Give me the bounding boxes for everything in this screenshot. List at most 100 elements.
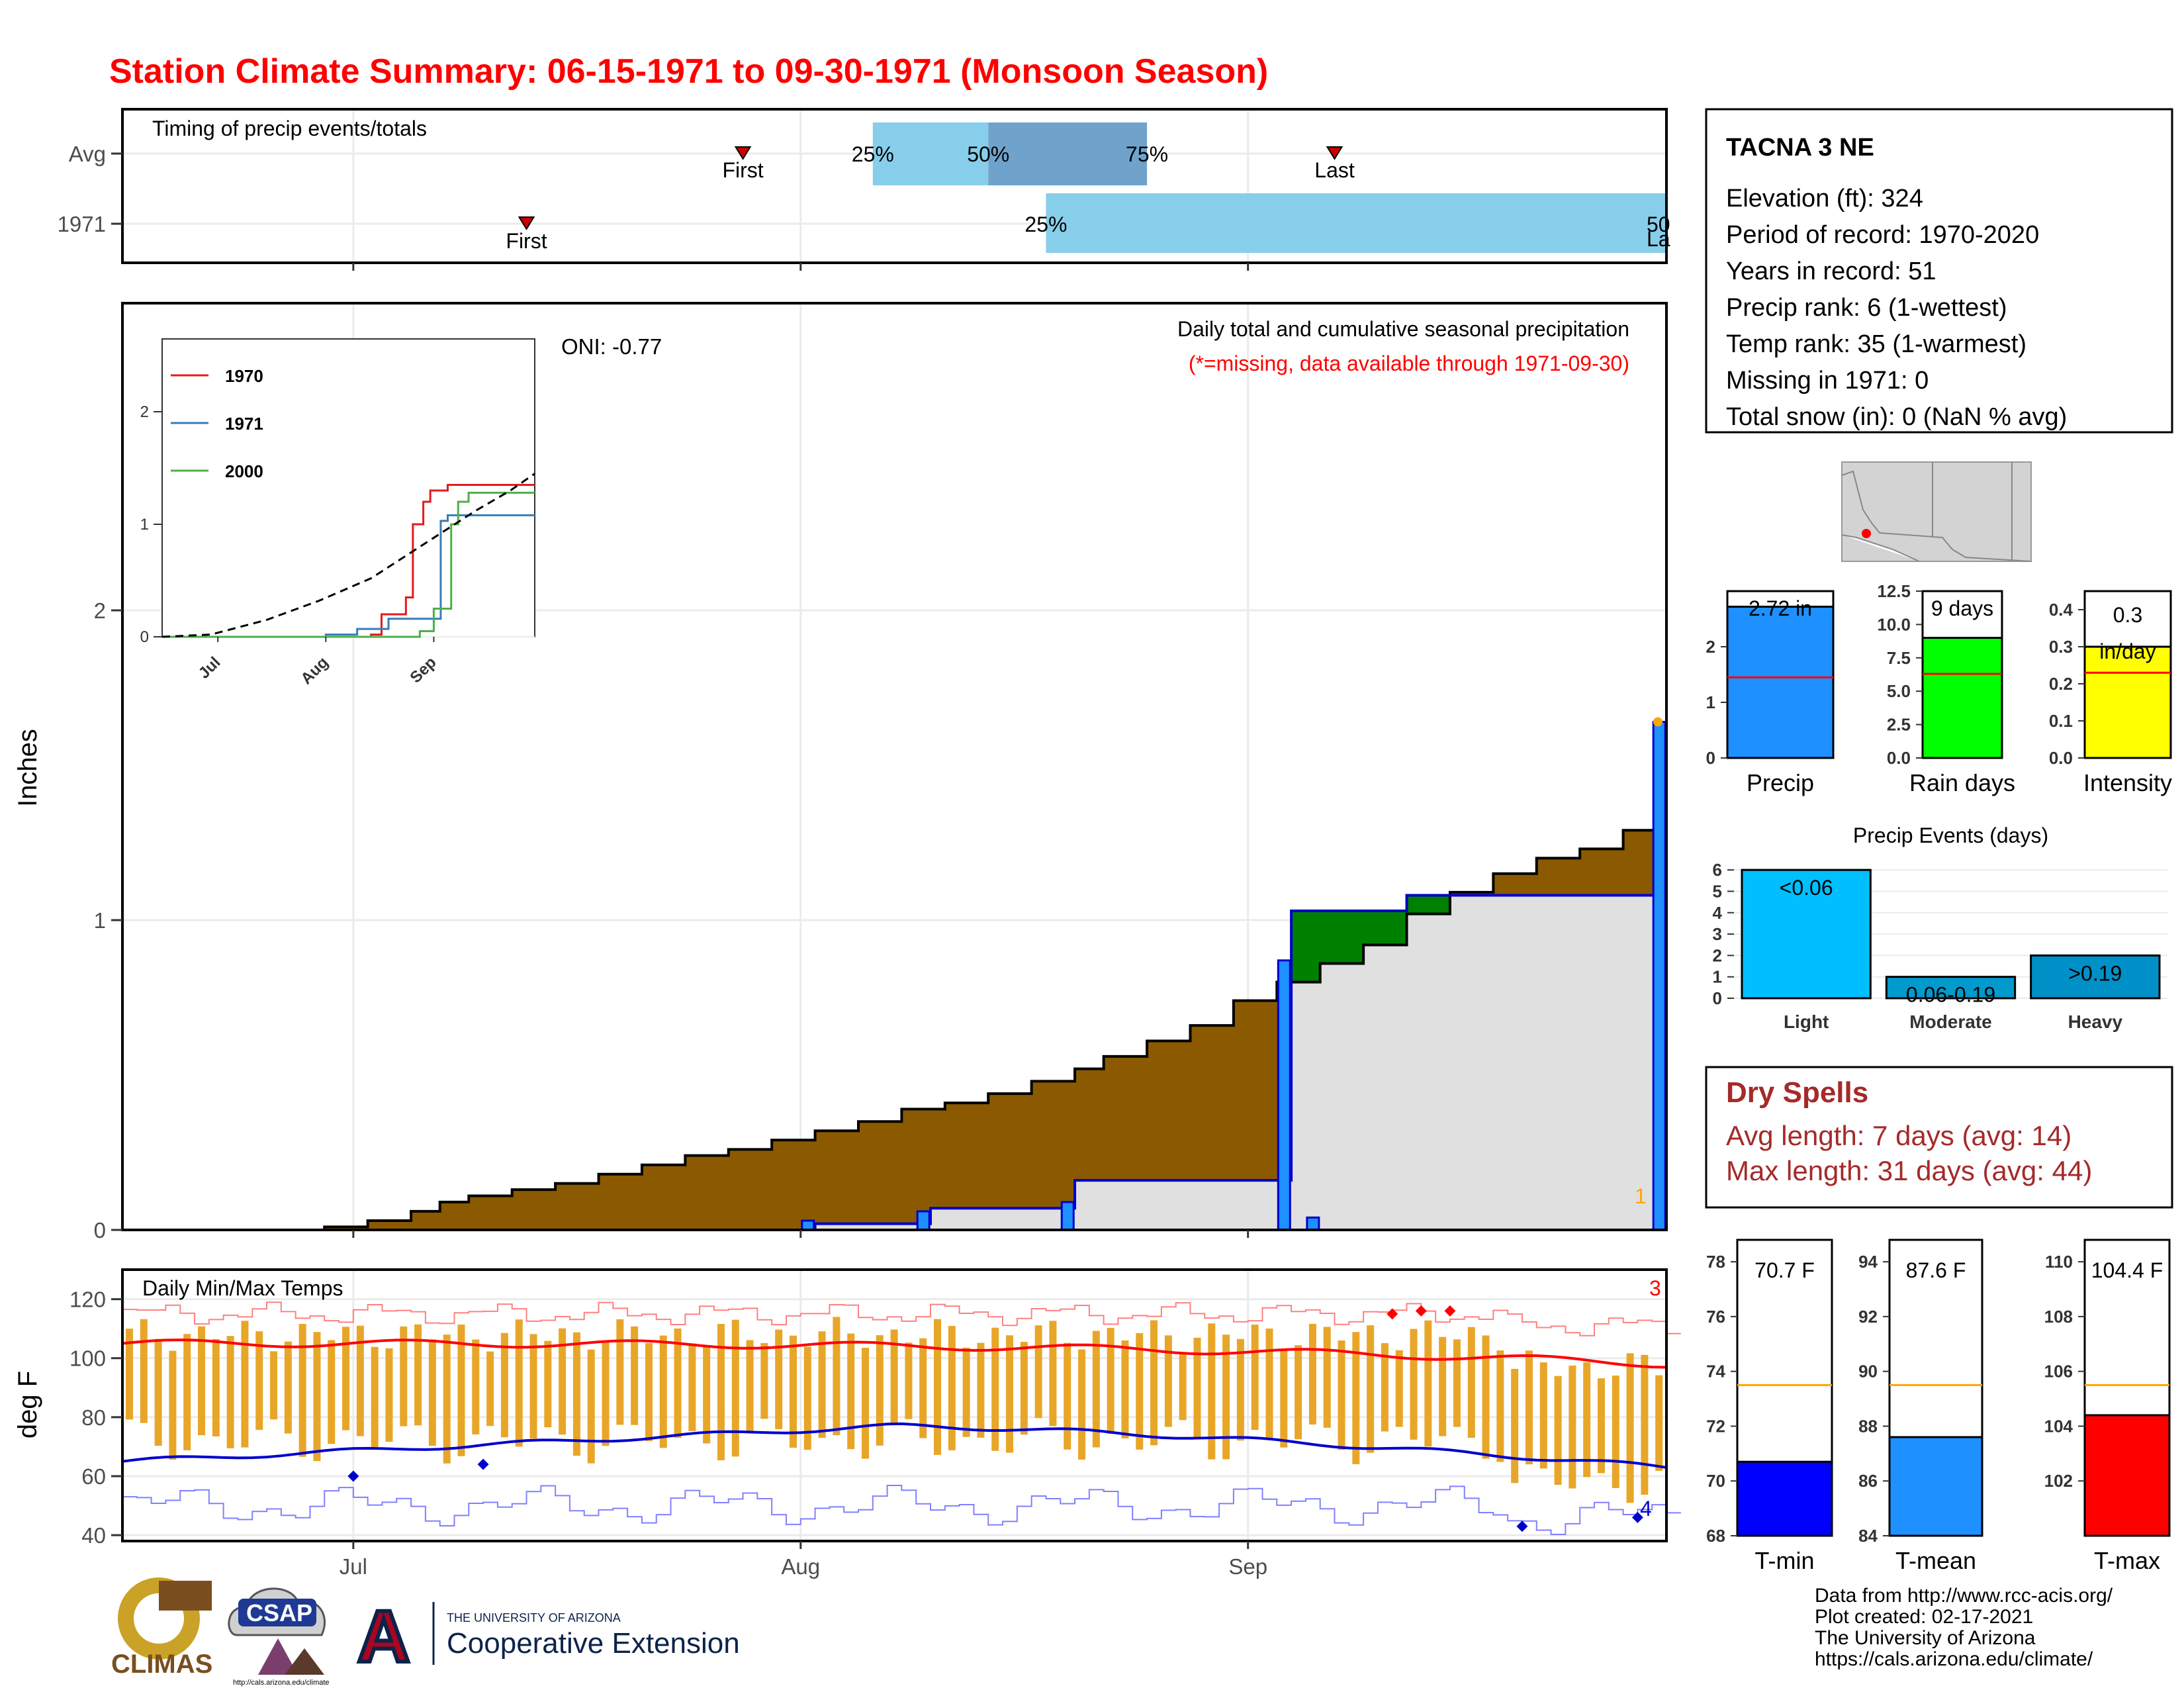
events-category-light: Light xyxy=(1784,1011,1829,1032)
temp-daily-bar-102 xyxy=(1597,1378,1605,1474)
precip-annotation-title: Daily total and cumulative seasonal prec… xyxy=(1177,317,1629,341)
missing-count-label: 1 xyxy=(1635,1184,1647,1208)
precip_total-ytick-label-2: 2 xyxy=(1706,637,1715,657)
inset-legend-label-1971: 1971 xyxy=(225,414,263,434)
avg-25-50-bar xyxy=(872,122,989,185)
station-precip-rank: Precip rank: 6 (1-wettest) xyxy=(1726,294,2007,322)
record-high-marker-2 xyxy=(1444,1305,1456,1317)
temp-daily-bar-50 xyxy=(847,1333,855,1450)
record-high-line xyxy=(122,1301,1681,1336)
temp-daily-bar-40 xyxy=(703,1346,711,1444)
temp-daily-bar-62 xyxy=(1020,1342,1028,1435)
events-ytick-label-0: 0 xyxy=(1713,988,1722,1008)
temp-daily-bar-12 xyxy=(298,1323,306,1457)
temp-daily-bar-106 xyxy=(1655,1375,1663,1471)
temp-daily-bar-21 xyxy=(428,1339,436,1446)
daily-precip-bar-1 xyxy=(916,1210,931,1231)
temp-daily-bar-53 xyxy=(890,1329,898,1423)
temp-daily-bar-14 xyxy=(328,1340,336,1444)
temp-border xyxy=(121,1268,1668,1542)
temp-daily-bar-51 xyxy=(861,1348,869,1459)
climas-logo-text: CLIMAS xyxy=(111,1650,212,1679)
temp-daily-bar-99 xyxy=(1554,1376,1562,1485)
temp-daily-bar-67 xyxy=(1092,1331,1100,1448)
tmean-ytick-label-0: 84 xyxy=(1858,1526,1878,1546)
temp-ytick-label-2: 80 xyxy=(81,1405,106,1430)
temp-daily-bar-81 xyxy=(1295,1345,1302,1440)
inset-ytick-label-2: 2 xyxy=(140,403,149,421)
precip-ytick-label-1: 1 xyxy=(94,908,106,933)
temp-daily-bar-9 xyxy=(255,1331,263,1430)
temp-daily-bar-27 xyxy=(515,1319,523,1447)
events-bar-heavy xyxy=(2030,954,2161,1000)
rain_days-ytick-label-5: 12.5 xyxy=(1877,581,1911,601)
intensity-ytick-label-2: 0.2 xyxy=(2049,674,2073,694)
inset-avg-line xyxy=(161,473,535,638)
tmin-category-label: T-min xyxy=(1755,1547,1815,1574)
tmean-value-label: 87.6 F xyxy=(1906,1258,1966,1282)
record-low-marker-2 xyxy=(1516,1521,1528,1532)
normal-max-line xyxy=(122,1338,1667,1369)
temp-daily-bar-25 xyxy=(486,1351,494,1427)
tmin-ytick-label-4: 76 xyxy=(1706,1307,1725,1327)
station-snow: Total snow (in): 0 (NaN % avg) xyxy=(1726,403,2067,431)
temp-daily-bar-19 xyxy=(400,1326,408,1427)
tmin-value-label: 70.7 F xyxy=(1754,1258,1815,1282)
overlap-area xyxy=(122,895,1666,1230)
events-title: Precip Events (days) xyxy=(1853,823,2048,847)
temp-daily-bar-82 xyxy=(1308,1323,1316,1425)
temp-ytick-label-3: 100 xyxy=(69,1346,106,1371)
climas-logo: CLIMAS xyxy=(111,1577,212,1679)
intensity-ytick-label-4: 0.4 xyxy=(2049,600,2073,620)
temp-daily-bar-37 xyxy=(659,1335,667,1448)
temp-daily-bar-18 xyxy=(385,1348,393,1442)
precip-ytick-label-2: 2 xyxy=(94,598,106,623)
tmin-ytick-label-3: 74 xyxy=(1706,1362,1725,1382)
temp-daily-bar-104 xyxy=(1626,1353,1634,1503)
temp-xtick-label-0: Jul xyxy=(340,1554,367,1579)
tmax-value-bar xyxy=(2083,1414,2171,1537)
temp-daily-bar-33 xyxy=(602,1340,610,1446)
temp-daily-bar-70 xyxy=(1136,1333,1144,1450)
year-cumulative-line xyxy=(122,387,1668,1231)
temp-daily-bar-4 xyxy=(183,1334,191,1450)
avg-cumulative-line xyxy=(122,805,1668,1231)
precip_total-ytick-label-0: 0 xyxy=(1706,748,1715,768)
tmean-category-label: T-mean xyxy=(1895,1547,1976,1574)
temp-daily-bar-90 xyxy=(1424,1320,1432,1447)
events-bar-label-moderate: 0.06-0.19 xyxy=(1906,983,1995,1007)
daily-precip-bar-2 xyxy=(1060,1201,1075,1231)
temp-daily-bar-7 xyxy=(226,1336,234,1448)
events-ytick-label-6: 6 xyxy=(1713,860,1722,880)
temp-daily-bar-3 xyxy=(169,1350,177,1460)
temp-daily-bar-23 xyxy=(457,1324,465,1456)
temp-daily-bar-86 xyxy=(1367,1325,1375,1453)
temp-daily-bar-66 xyxy=(1078,1349,1086,1460)
precip_total-value-bar xyxy=(1726,606,1835,759)
intensity-value-label: 0.3 xyxy=(2113,603,2142,627)
tmean-value-bar xyxy=(1888,1436,1983,1537)
inset-series-1970 xyxy=(162,484,535,638)
record-low-marker-0 xyxy=(347,1470,359,1482)
precip-ytick-label-0: 0 xyxy=(94,1218,106,1243)
dry-spells-box: Dry Spells Avg length: 7 days (avg: 14) … xyxy=(1705,1066,2173,1209)
temp-daily-bar-5 xyxy=(198,1326,206,1436)
temp-daily-bar-72 xyxy=(1164,1335,1172,1427)
footer-university: The University of Arizona xyxy=(1815,1627,2036,1649)
station-info-box: TACNA 3 NE Elevation (ft): 324 Period of… xyxy=(1705,108,2173,434)
summary-bar-panels: 0 1 2 2.72 in Precip 0.0 2.5 5.0 7.5 10.0 12.5 9 da… xyxy=(1706,581,2173,796)
inset-series-2000 xyxy=(162,491,535,638)
temp-daily-bar-103 xyxy=(1612,1376,1619,1488)
ua-small-text: THE UNIVERSITY OF ARIZONA xyxy=(447,1611,621,1624)
year-first-marker xyxy=(518,216,535,230)
avg-last-marker xyxy=(1326,146,1343,160)
tmin-ytick-label-2: 72 xyxy=(1706,1416,1725,1436)
temp-daily-bar-77 xyxy=(1236,1338,1244,1441)
intensity-ytick-label-3: 0.3 xyxy=(2049,637,2073,657)
events-bar-label-heavy: >0.19 xyxy=(2068,961,2122,985)
rain_days-category-label: Rain days xyxy=(1909,769,2015,796)
station-years: Years in record: 51 xyxy=(1726,258,1936,285)
record-high-count: 3 xyxy=(1649,1276,1661,1300)
